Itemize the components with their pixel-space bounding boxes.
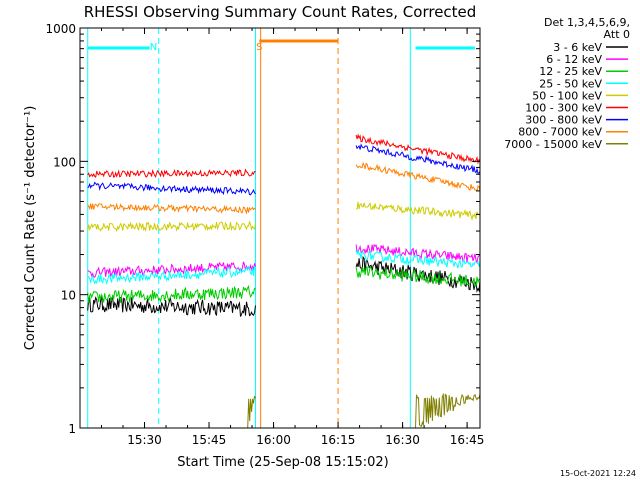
x-tick-label: 15:45	[192, 433, 227, 447]
legend-label: 100 - 300 keV	[525, 102, 602, 115]
plot-frame	[79, 27, 481, 429]
series-line	[87, 202, 256, 215]
x-tick-label: 16:15	[321, 433, 356, 447]
x-tick-label: 16:30	[385, 433, 420, 447]
series-line	[87, 168, 256, 179]
x-axis-label: Start Time (25-Sep-08 15:15:02)	[177, 455, 388, 470]
series-line	[355, 133, 481, 165]
series-line	[355, 265, 481, 288]
series-line	[355, 161, 481, 192]
legend-label: 3 - 6 keV	[553, 41, 602, 54]
legend-label: 7000 - 15000 keV	[504, 138, 602, 151]
y-axis-label: Corrected Count Rate (s⁻¹ detector⁻¹)	[23, 106, 38, 351]
y-tick-label: 10	[61, 289, 76, 303]
series-line	[87, 265, 256, 285]
series-line	[87, 181, 256, 196]
y-tick-label: 1	[68, 422, 76, 436]
series-line	[415, 392, 481, 429]
series-line	[356, 201, 481, 221]
series-line	[87, 295, 256, 317]
series-line	[87, 261, 256, 278]
y-tick-label: 100	[53, 155, 76, 169]
series-line	[355, 243, 481, 265]
legend-label: 50 - 100 keV	[532, 89, 602, 102]
legend-label: 25 - 50 keV	[539, 77, 602, 90]
series-line	[355, 248, 481, 269]
legend-label: 300 - 800 keV	[525, 114, 602, 127]
legend-header-line-1: Det 1,3,4,5,6,9,	[544, 16, 630, 29]
series-line	[87, 284, 256, 304]
legend-label: 800 - 7000 keV	[518, 126, 602, 139]
footer-timestamp: 15-Oct-2021 12:24	[560, 469, 636, 478]
annotation-s: S	[256, 42, 262, 53]
chart-title: RHESSI Observing Summary Count Rates, Co…	[84, 3, 477, 21]
legend-label: 12 - 25 keV	[539, 65, 602, 78]
legend-header-line-2: Att 0	[604, 28, 630, 41]
x-tick-label: 16:45	[450, 433, 485, 447]
x-tick-label: 16:00	[256, 433, 291, 447]
series-line	[87, 220, 256, 233]
y-tick-label: 1000	[45, 22, 76, 36]
annotation-n: N	[150, 42, 157, 53]
legend-label: 6 - 12 keV	[546, 53, 602, 66]
series-line	[247, 395, 256, 429]
x-tick-label: 15:30	[127, 433, 162, 447]
axes: 15:30 15:45 16:00 16:15 16:30 16:45 1 10 100 1000	[45, 22, 484, 447]
series-line	[355, 143, 481, 174]
